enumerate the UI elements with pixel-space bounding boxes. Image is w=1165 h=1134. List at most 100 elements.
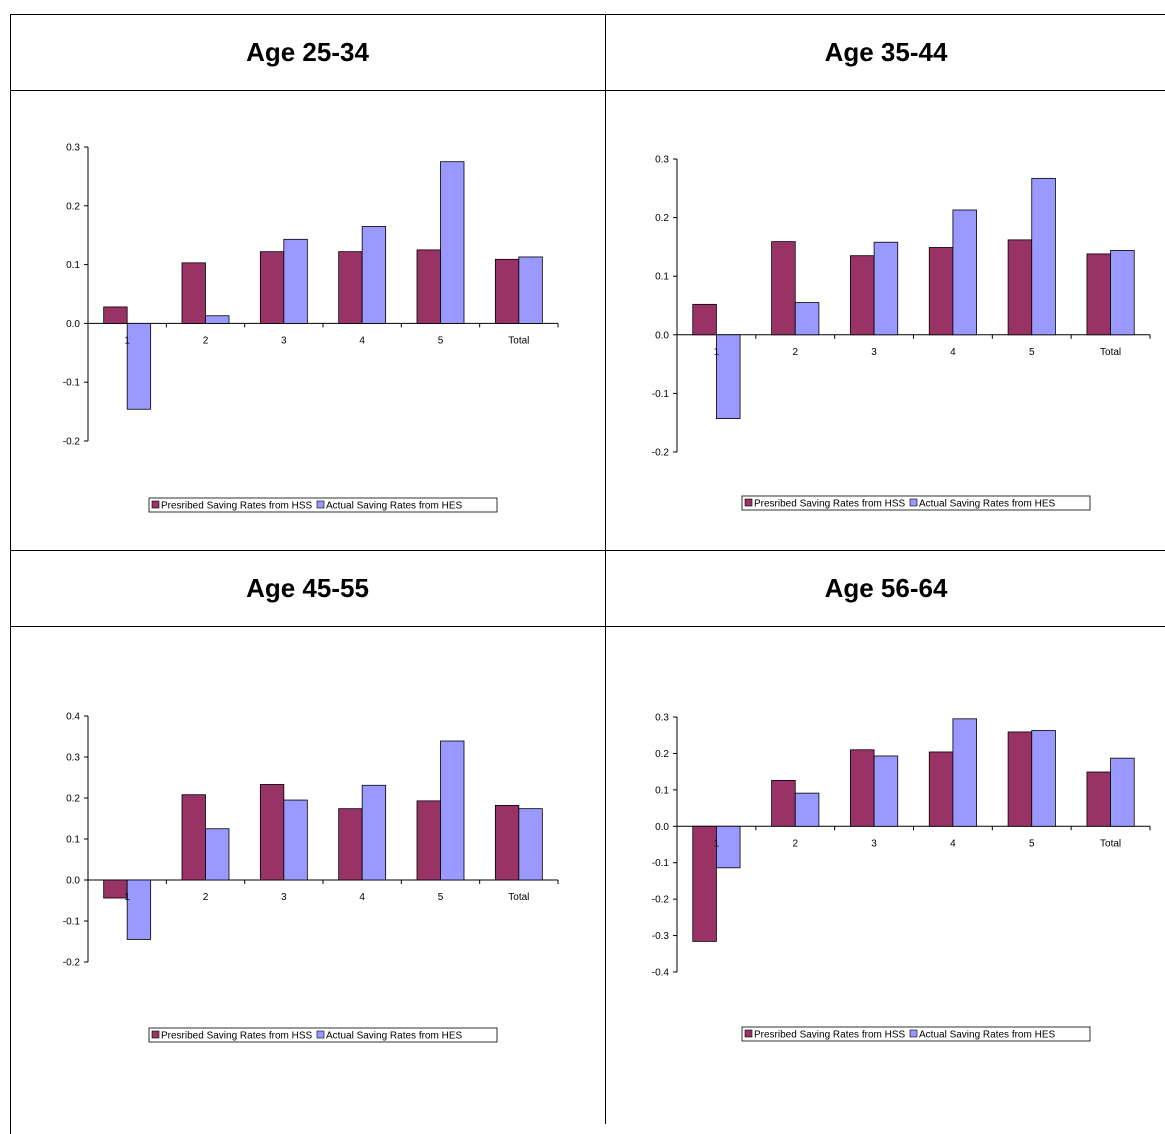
y-tick-label: 0.3 — [655, 713, 669, 724]
y-tick-label: 0.1 — [655, 785, 669, 796]
legend-label: Presribed Saving Rates from HSS — [161, 501, 313, 512]
bar — [205, 315, 230, 324]
x-tick-label: 3 — [871, 347, 877, 358]
x-tick-label: 2 — [792, 347, 798, 358]
bar — [126, 322, 152, 410]
bar — [692, 825, 717, 942]
bar — [1086, 771, 1111, 827]
bar — [850, 749, 875, 827]
x-tick-label: 1 — [124, 335, 130, 346]
x-tick-label: 5 — [438, 335, 444, 346]
y-tick-label: 0.2 — [66, 201, 80, 212]
y-tick-label: -0.1 — [652, 858, 670, 869]
bar — [181, 794, 206, 881]
bar — [126, 879, 152, 940]
bar — [361, 225, 387, 324]
bar — [1031, 177, 1056, 336]
bar — [794, 302, 820, 336]
y-tick-label: -0.1 — [63, 378, 81, 389]
legend-label: Presribed Saving Rates from HSS — [754, 1030, 906, 1041]
legend-label: Actual Saving Rates from HES — [919, 499, 1055, 510]
y-tick-label: 0.4 — [66, 712, 80, 723]
x-tick-label: 4 — [359, 892, 365, 903]
bar — [692, 303, 717, 336]
chart-2: -0.2 -0.1 0.0 0.1 0.2 0.3 1 2 3 4 5 Total Presribed … — [652, 155, 1151, 511]
x-tick-label: Total — [508, 335, 529, 346]
legend: Presribed Saving Rates from HSS Actual Sa… — [741, 1026, 1091, 1042]
x-tick-label: Total — [1100, 838, 1121, 849]
x-tick-label: 3 — [281, 335, 287, 346]
bar — [771, 779, 796, 827]
bar — [103, 306, 128, 324]
bar — [873, 241, 899, 336]
y-tick-label: 0.3 — [66, 753, 80, 764]
bar — [952, 209, 977, 336]
y-tick-label: 0.2 — [66, 794, 80, 805]
chart-title-3: Age 45-55 — [246, 572, 369, 603]
y-tick-label: -0.2 — [63, 437, 81, 448]
bar — [850, 255, 875, 336]
legend-swatch — [909, 498, 918, 507]
legend-label: Actual Saving Rates from HES — [326, 501, 462, 512]
chart-title-2: Age 35-44 — [824, 36, 948, 67]
x-tick-label: 2 — [792, 838, 798, 849]
grid-vertical-divider — [605, 14, 606, 1124]
bar — [1110, 250, 1135, 336]
bar — [283, 799, 308, 881]
chart-title-1: Age 25-34 — [246, 36, 369, 67]
bar — [259, 784, 285, 881]
bar — [338, 251, 363, 324]
bar — [440, 740, 465, 881]
x-tick-label: 2 — [203, 335, 209, 346]
grid-divider-2 — [10, 550, 1165, 551]
legend-label: Actual Saving Rates from HES — [919, 1030, 1055, 1041]
y-tick-label: -0.4 — [652, 968, 670, 979]
bar — [416, 249, 441, 324]
bar — [338, 808, 363, 881]
bar — [518, 256, 543, 324]
bar — [1086, 253, 1111, 336]
legend-label: Presribed Saving Rates from HSS — [161, 1031, 313, 1042]
x-tick-label: 4 — [950, 838, 956, 849]
legend-label: Actual Saving Rates from HES — [326, 1031, 462, 1042]
x-tick-label: Total — [1100, 347, 1121, 358]
x-tick-label: 4 — [950, 347, 956, 358]
chart-1: -0.2 -0.1 0.0 0.1 0.2 0.3 1 2 3 4 5 Total Presribed … — [63, 143, 559, 513]
bar — [416, 800, 441, 881]
bar — [716, 334, 741, 419]
bar — [771, 241, 796, 336]
y-tick-label: 0.1 — [66, 260, 80, 271]
legend-swatch — [744, 1029, 753, 1038]
chart-grid-table — [10, 14, 1165, 1134]
bar — [1007, 239, 1033, 336]
bar — [205, 828, 230, 881]
bar — [716, 825, 741, 869]
chart-title-4: Age 56-64 — [824, 572, 948, 603]
y-tick-label: 0.0 — [655, 330, 669, 341]
y-tick-label: -0.3 — [652, 931, 670, 942]
x-tick-label: 1 — [124, 892, 130, 903]
bar — [361, 784, 387, 881]
grid-divider-1 — [10, 90, 1165, 91]
y-tick-label: -0.2 — [652, 448, 670, 459]
legend-label: Presribed Saving Rates from HSS — [754, 499, 906, 510]
y-tick-label: 0.3 — [655, 155, 669, 166]
legend-swatch — [744, 498, 753, 507]
legend-swatch — [316, 1030, 325, 1039]
x-tick-label: 3 — [281, 892, 287, 903]
x-tick-label: 5 — [1029, 838, 1035, 849]
legend-swatch — [151, 500, 160, 509]
y-tick-label: 0.2 — [655, 749, 669, 760]
bar — [259, 251, 285, 324]
y-tick-label: -0.2 — [63, 958, 81, 969]
bar — [181, 262, 206, 324]
x-tick-label: 1 — [714, 838, 720, 849]
bar — [928, 751, 954, 827]
chart-4: -0.4 -0.3 -0.2 -0.1 0.0 0.1 0.2 0.3 1 2 3 4 5 Total Pr… — [652, 713, 1151, 1042]
bar — [283, 238, 308, 324]
bar — [794, 792, 820, 827]
y-tick-label: -0.1 — [652, 389, 670, 400]
y-tick-label: 0.0 — [66, 319, 80, 330]
legend: Presribed Saving Rates from HSS Actual Sa… — [741, 495, 1091, 511]
